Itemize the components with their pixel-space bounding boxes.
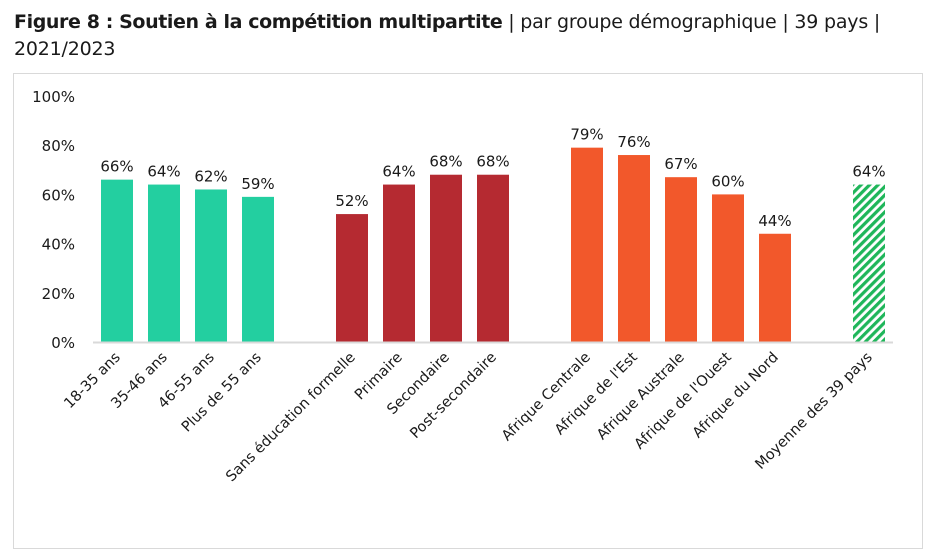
data-label: 60% [711,172,744,190]
y-tick-label: 80% [42,137,75,155]
bar-age [101,179,133,342]
data-label: 52% [335,192,368,210]
data-label: 76% [617,133,650,151]
data-label: 79% [570,126,603,144]
y-tick-label: 40% [42,236,75,254]
x-tick-label: Plus de 55 ans [179,350,265,436]
bar-age [242,196,274,342]
x-tick-label: Afrique du Nord [690,350,782,442]
y-tick-label: 0% [51,334,75,352]
y-tick-label: 60% [42,186,75,204]
chart-frame [13,73,923,549]
data-label: 59% [241,175,274,193]
bar-region [618,155,650,342]
figure-title-subtitle: | par groupe démographique | 39 pays | 2… [14,11,881,60]
data-labels: 66% 64% 62% 59% 52% 64% 68% 68% 79% 76% 67% 60% 44% 6… [100,126,885,230]
x-tick-label: Afrique Australe [594,349,688,443]
bar-age [148,184,180,342]
data-label: 44% [758,212,791,230]
data-label: 64% [147,163,180,181]
y-tick-label: 20% [42,285,75,303]
data-label: 64% [852,163,885,181]
x-tick-label: Afrique Centrale [499,349,594,444]
x-tick-label: Afrique de l'Est [552,349,641,438]
bar-education [336,214,368,342]
bar-average [853,184,885,342]
bar-region [665,177,697,342]
figure-title-main: Figure 8 : Soutien à la compétition mult… [14,11,503,33]
bar-region [571,147,603,342]
bar-region [712,194,744,342]
data-label: 66% [100,158,133,176]
data-label: 67% [664,155,697,173]
bar-education [477,174,509,342]
bar-education [430,174,462,342]
data-label: 68% [429,153,462,171]
y-axis: 0% 20% 40% 60% 80% 100% [32,88,75,352]
data-label: 62% [194,167,227,185]
x-tick-label: Post-secondaire [407,349,500,442]
data-label: 64% [382,163,415,181]
bars [101,147,885,342]
y-tick-label: 100% [32,88,75,106]
bar-region [759,233,791,342]
figure-title: Figure 8 : Soutien à la compétition mult… [14,9,914,63]
bar-education [383,184,415,342]
data-label: 68% [476,153,509,171]
bar-age [195,189,227,342]
